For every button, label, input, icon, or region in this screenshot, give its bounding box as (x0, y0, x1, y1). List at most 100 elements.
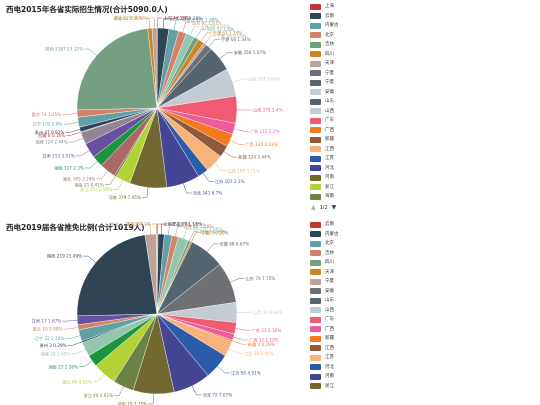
label-line (162, 18, 169, 29)
legend-item[interactable]: 四川 (310, 51, 334, 58)
legend-swatch (310, 354, 321, 361)
legend-swatch (310, 231, 321, 237)
legend-item[interactable]: 上海 (310, 3, 334, 10)
slice-label: 上海 4 0.08% (163, 15, 190, 22)
slice-label: 山东 287 5.64% (248, 76, 280, 83)
label-line (83, 255, 96, 263)
legend-item[interactable]: 广东 (310, 316, 334, 323)
label-line (168, 224, 175, 235)
legend-label: 四川 (325, 260, 334, 265)
legend-item[interactable]: 广西 (310, 127, 334, 134)
label-line (79, 360, 93, 367)
legend-item[interactable]: 山西 (310, 307, 334, 314)
legend-swatch (310, 326, 321, 332)
pie-slice[interactable] (76, 28, 158, 111)
legend-item[interactable]: 宁夏 (310, 278, 334, 285)
legend-item[interactable]: 山西 (310, 108, 334, 115)
legend-item[interactable]: 内蒙古 (310, 22, 339, 29)
legend-item[interactable]: 河北 (310, 364, 334, 371)
pie-chart-2015: 上海 4 0.08%云南 116 2.28%内蒙古 101 1.98%北京 82… (32, 15, 283, 200)
legend-swatch (310, 297, 321, 304)
legend-item[interactable]: 广东 (310, 117, 334, 124)
legend-item[interactable]: 宁夏 (310, 79, 334, 86)
legend-item[interactable]: 吉林 (310, 250, 334, 257)
legend-label: 海南 (325, 194, 334, 199)
legend-item[interactable]: 山东 (310, 297, 334, 304)
legend-swatch (310, 13, 321, 19)
legend-label: 河北 (325, 364, 334, 370)
legend-item[interactable]: 浙江 (310, 184, 334, 191)
slice-label: 河北 341 6.7% (193, 190, 223, 197)
legend-label: 新疆 (325, 137, 334, 142)
legend-item[interactable]: 安徽 (310, 89, 334, 96)
legend-label: 浙江 (325, 383, 334, 389)
legend-label: 江苏 (325, 355, 334, 360)
label-line (96, 170, 108, 180)
legend-item[interactable]: 河北 (310, 165, 334, 172)
legend-item[interactable]: 新疆 (310, 335, 334, 342)
slice-label: 黑龙江 22 2.16% (110, 221, 144, 228)
legend-label: 北京 (325, 32, 334, 38)
legend-swatch (310, 32, 321, 38)
pie-slice[interactable] (76, 234, 158, 317)
legend-item[interactable]: 天津 (310, 60, 334, 67)
label-line (214, 163, 227, 172)
legend-item[interactable]: 浙江 (310, 383, 334, 390)
legend-item[interactable]: 吉林 (310, 41, 334, 48)
slice-label: 四川 20 1.96% (193, 227, 223, 232)
legend-item[interactable]: 山东 (310, 98, 334, 105)
legend-item[interactable]: 海南 (310, 193, 334, 200)
legend-item[interactable]: 云南 (310, 221, 334, 228)
legend-swatch (310, 41, 321, 48)
legend-item[interactable]: 天津 (310, 269, 334, 276)
legend-item[interactable]: 新疆 (310, 136, 334, 143)
legend-item[interactable]: 宁夏 (310, 70, 334, 77)
legend-swatch (310, 3, 321, 10)
slice-label: 山西 39 3.83% (253, 309, 283, 316)
legend-swatch (310, 60, 321, 67)
legend-item[interactable]: 江西 (310, 345, 334, 352)
pie-slice[interactable] (151, 27, 158, 109)
legend-item[interactable]: 江苏 (310, 155, 334, 162)
legend-item[interactable]: 江西 (310, 146, 334, 153)
slice-label: 福建 28 2.65% (41, 350, 71, 357)
legend-item[interactable]: 江苏 (310, 354, 334, 361)
label-line (234, 128, 249, 132)
legend-item[interactable]: 北京 (310, 32, 334, 39)
legend-swatch (310, 364, 321, 370)
legend-swatch (310, 269, 321, 275)
legend-label: 天津 (325, 269, 334, 275)
slice-label: 辽宁 22 2.16% (35, 335, 65, 342)
legend-item[interactable]: 内蒙古 (310, 231, 339, 238)
label-line (68, 138, 84, 143)
slice-label: 河南 379 7.45% (109, 194, 141, 200)
slice-label: 山西 275 5.4% (253, 107, 283, 114)
pager-prev-icon[interactable]: ▲ (311, 204, 316, 211)
legend-item[interactable]: 河南 (310, 174, 334, 181)
legend-item[interactable]: 广西 (310, 326, 334, 333)
label-line (219, 52, 233, 59)
legend-label: 河南 (325, 175, 334, 180)
label-line (228, 348, 243, 354)
legend-swatch (310, 22, 321, 29)
legend-swatch (310, 221, 321, 228)
legend-swatch (310, 70, 321, 76)
legend-label: 广西 (325, 326, 334, 332)
legend-item[interactable]: 河南 (310, 373, 334, 380)
slice-label: 河南 79 7.75% (117, 401, 147, 405)
legend-swatch (310, 136, 321, 143)
slice-label: 宁夏 28 0.55% (217, 33, 247, 39)
slice-label: 甘肃 17 1.67% (32, 318, 62, 325)
label-line (190, 25, 200, 36)
legend-item[interactable]: 安徽 (310, 288, 334, 295)
pager-next-icon[interactable]: ▼ (331, 204, 337, 211)
label-line (65, 129, 80, 133)
slice-label: 山东 79 7.75% (246, 275, 276, 282)
label-line (63, 327, 79, 330)
legend-swatch (310, 51, 321, 57)
legend-item[interactable]: 北京 (310, 240, 334, 247)
legend-label: 广东 (325, 118, 334, 123)
legend-item[interactable]: 四川 (310, 259, 334, 266)
legend-item[interactable]: 云南 (310, 13, 334, 20)
legend-label: 江西 (325, 345, 334, 351)
